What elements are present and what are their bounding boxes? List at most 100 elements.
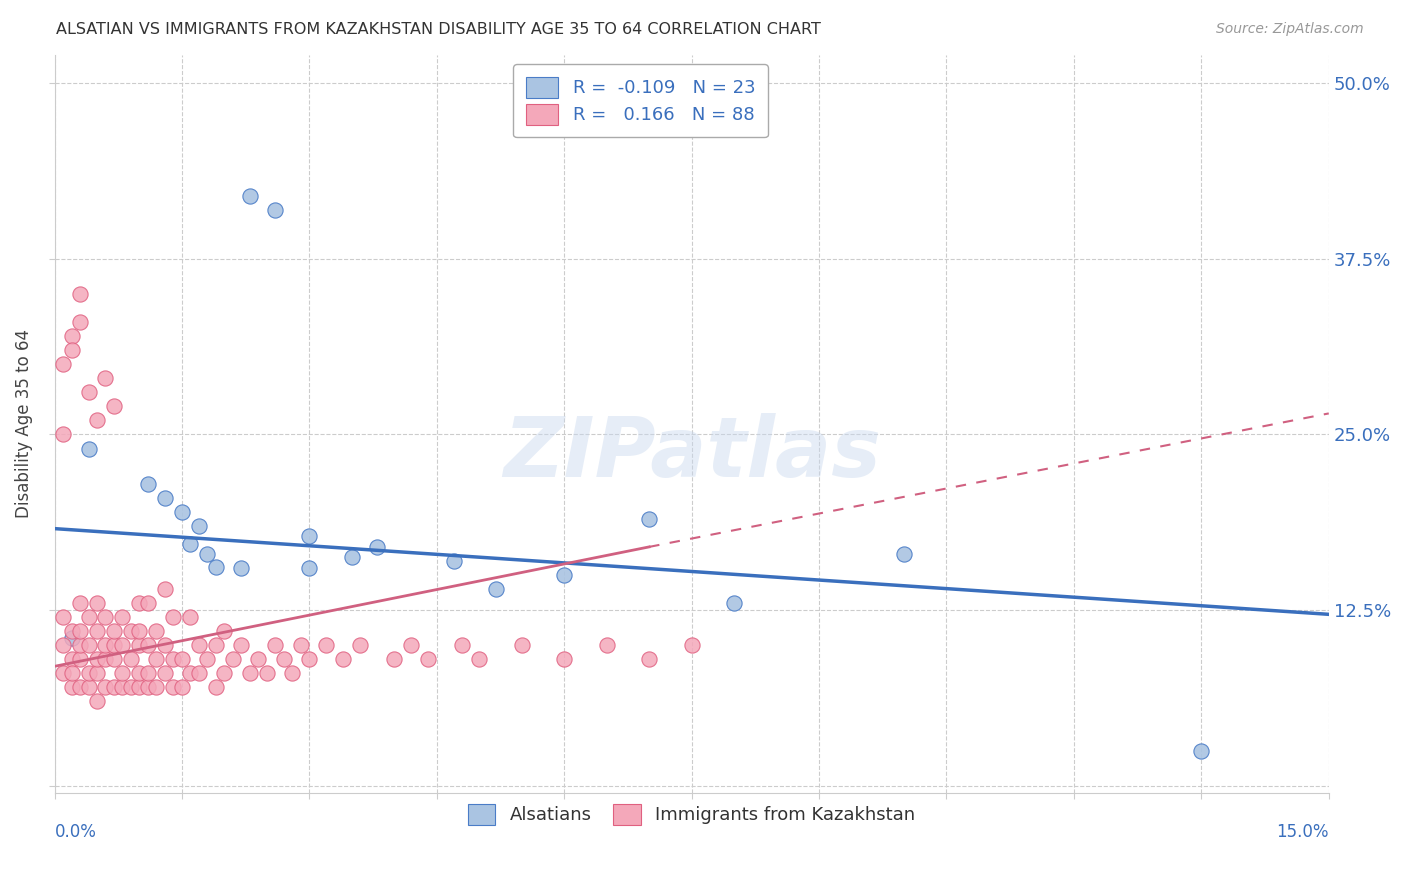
Point	[86, 652, 108, 666]
Point	[69, 638, 91, 652]
Point	[145, 624, 167, 639]
Point	[103, 652, 125, 666]
Point	[103, 638, 125, 652]
Point	[77, 638, 100, 652]
Point	[136, 596, 159, 610]
Text: 15.0%: 15.0%	[1277, 823, 1329, 841]
Point	[179, 537, 201, 551]
Point	[94, 652, 117, 666]
Point	[239, 188, 262, 202]
Point	[86, 666, 108, 681]
Point	[205, 559, 228, 574]
Point	[1189, 743, 1212, 757]
Point	[128, 681, 150, 695]
Point	[60, 681, 83, 695]
Point	[553, 652, 575, 666]
Point	[205, 638, 228, 652]
Point	[69, 652, 91, 666]
Point	[162, 610, 184, 624]
Point	[153, 582, 176, 596]
Point	[94, 610, 117, 624]
Point	[187, 518, 209, 533]
Y-axis label: Disability Age 35 to 64: Disability Age 35 to 64	[15, 329, 32, 518]
Point	[510, 638, 533, 652]
Text: 0.0%: 0.0%	[55, 823, 97, 841]
Point	[553, 568, 575, 582]
Point	[94, 638, 117, 652]
Point	[222, 652, 245, 666]
Point	[443, 554, 465, 568]
Point	[153, 491, 176, 505]
Point	[596, 638, 619, 652]
Legend: Alsatians, Immigrants from Kazakhstan: Alsatians, Immigrants from Kazakhstan	[457, 793, 927, 836]
Point	[273, 652, 295, 666]
Point	[214, 666, 236, 681]
Point	[340, 549, 363, 564]
Point	[145, 652, 167, 666]
Point	[128, 624, 150, 639]
Point	[77, 681, 100, 695]
Point	[94, 371, 117, 385]
Point	[231, 561, 253, 575]
Point	[86, 694, 108, 708]
Point	[128, 638, 150, 652]
Point	[366, 540, 388, 554]
Point	[103, 681, 125, 695]
Point	[86, 624, 108, 639]
Point	[120, 652, 142, 666]
Point	[382, 652, 405, 666]
Point	[69, 287, 91, 301]
Point	[136, 666, 159, 681]
Point	[485, 582, 508, 596]
Point	[145, 681, 167, 695]
Point	[136, 476, 159, 491]
Point	[77, 385, 100, 400]
Point	[128, 596, 150, 610]
Point	[60, 631, 83, 645]
Point	[128, 666, 150, 681]
Point	[290, 638, 312, 652]
Point	[214, 624, 236, 639]
Point	[60, 624, 83, 639]
Point	[86, 596, 108, 610]
Point	[239, 666, 262, 681]
Point	[103, 400, 125, 414]
Text: Source: ZipAtlas.com: Source: ZipAtlas.com	[1216, 22, 1364, 37]
Point	[349, 638, 371, 652]
Point	[69, 624, 91, 639]
Point	[120, 624, 142, 639]
Point	[77, 666, 100, 681]
Point	[332, 652, 354, 666]
Point	[52, 357, 75, 371]
Point	[136, 638, 159, 652]
Point	[197, 547, 219, 561]
Text: ZIPatlas: ZIPatlas	[503, 413, 880, 494]
Point	[111, 610, 134, 624]
Point	[111, 638, 134, 652]
Point	[120, 681, 142, 695]
Point	[638, 512, 661, 526]
Point	[111, 681, 134, 695]
Point	[468, 652, 491, 666]
Point	[60, 666, 83, 681]
Point	[179, 666, 201, 681]
Point	[60, 343, 83, 358]
Point	[52, 610, 75, 624]
Point	[52, 666, 75, 681]
Point	[77, 442, 100, 456]
Point	[153, 666, 176, 681]
Point	[94, 681, 117, 695]
Point	[52, 427, 75, 442]
Text: ALSATIAN VS IMMIGRANTS FROM KAZAKHSTAN DISABILITY AGE 35 TO 64 CORRELATION CHART: ALSATIAN VS IMMIGRANTS FROM KAZAKHSTAN D…	[56, 22, 821, 37]
Point	[205, 681, 228, 695]
Point	[418, 652, 440, 666]
Point	[170, 505, 193, 519]
Point	[315, 638, 337, 652]
Point	[401, 638, 423, 652]
Point	[264, 202, 287, 217]
Point	[111, 666, 134, 681]
Point	[162, 652, 184, 666]
Point	[298, 529, 321, 543]
Point	[103, 624, 125, 639]
Point	[69, 681, 91, 695]
